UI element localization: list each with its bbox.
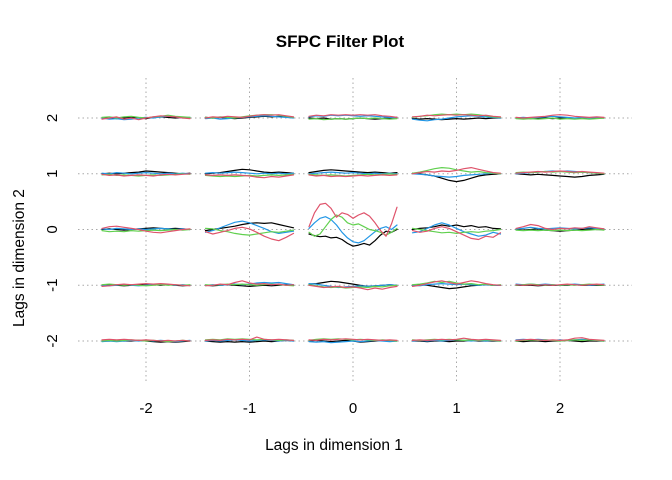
x-tick-label: 1	[452, 400, 460, 417]
cell-lag1-2-lag2-0	[515, 223, 605, 232]
cell-lag1--2-lag2-2	[101, 114, 191, 121]
grid-lines	[78, 78, 632, 383]
cell-lag1-1-lag2-0	[411, 222, 502, 241]
filter-line-red	[308, 114, 398, 119]
filter-line-red	[308, 284, 398, 291]
filter-line-red	[204, 336, 295, 341]
filter-line-red	[515, 114, 605, 119]
cell-lag1-1-lag2-1	[411, 167, 502, 183]
cell-lag1-0-lag2-0	[308, 202, 398, 247]
filter-line-blue	[204, 171, 295, 175]
filter-line-blue	[204, 339, 295, 342]
x-tick-label: -1	[243, 400, 256, 417]
filter-line-red	[308, 338, 398, 341]
filter-line-blue	[204, 220, 295, 234]
filter-line-black	[101, 227, 191, 231]
x-tick-label: -2	[139, 400, 152, 417]
filter-line-red	[515, 223, 605, 231]
y-axis-label: Lags in dimension 2	[11, 189, 28, 327]
cell-lag1--1-lag2--2	[204, 336, 295, 343]
cell-lag1-0-lag2-1	[308, 169, 398, 178]
cell-lag1-1-lag2--1	[411, 280, 502, 290]
cell-lag1--1-lag2--1	[204, 280, 295, 287]
cell-lag1--2-lag2--1	[101, 283, 191, 287]
y-tick-label: 2	[44, 114, 61, 122]
filter-line-green	[515, 228, 605, 232]
filter-line-red	[204, 226, 295, 242]
cell-lag1-2-lag2--2	[515, 337, 605, 343]
filter-line-red	[204, 114, 295, 119]
filter-line-red	[204, 280, 295, 287]
x-tick-label: 0	[349, 400, 357, 417]
y-tick-label: -2	[44, 334, 61, 347]
filter-line-red	[411, 337, 502, 341]
filter-line-blue	[411, 172, 502, 178]
filter-line-black	[515, 228, 605, 232]
cell-lag1-2-lag2-1	[515, 170, 605, 178]
filter-line-red	[308, 202, 398, 237]
filter-line-red	[308, 174, 398, 178]
filter-line-red	[411, 114, 502, 118]
plot-title: SFPC Filter Plot	[276, 32, 405, 51]
y-tick-label: 1	[44, 170, 61, 178]
cell-lag1--2-lag2-1	[101, 170, 191, 177]
filter-line-red	[101, 283, 191, 287]
filter-line-red	[101, 225, 191, 234]
filter-line-red	[101, 115, 191, 121]
cell-lag1-2-lag2--1	[515, 283, 605, 287]
filter-line-red	[204, 174, 295, 179]
cell-lag1--1-lag2-0	[204, 220, 295, 242]
filter-line-red	[101, 173, 191, 177]
cell-lag1-1-lag2--2	[411, 337, 502, 343]
filter-line-red	[515, 337, 605, 341]
y-axis-ticks: 2 1 0 -1 -2	[44, 114, 61, 348]
x-axis-label: Lags in dimension 1	[265, 437, 403, 454]
x-tick-label: 2	[556, 400, 564, 417]
cell-lag1-0-lag2-2	[308, 114, 398, 121]
cell-lag1-1-lag2-2	[411, 113, 502, 122]
cell-lag1-0-lag2--1	[308, 280, 398, 291]
cell-lag1--2-lag2--2	[101, 338, 191, 343]
cell-lag1--1-lag2-1	[204, 168, 295, 179]
filter-line-green	[515, 117, 605, 120]
cell-lag1--2-lag2-0	[101, 225, 191, 234]
filter-line-black	[411, 117, 502, 121]
filter-line-blue	[308, 339, 398, 344]
filter-line-green	[308, 117, 398, 121]
filter-line-red	[411, 167, 502, 175]
filter-line-green	[204, 227, 295, 236]
y-tick-label: 0	[44, 225, 61, 233]
filter-line-red	[515, 283, 605, 286]
filter-line-red	[101, 338, 191, 342]
filter-line-black	[515, 173, 605, 178]
cell-lag1-2-lag2-2	[515, 114, 605, 120]
filter-line-red	[411, 226, 502, 241]
filter-line-blue	[308, 216, 398, 244]
cell-lag1--1-lag2-2	[204, 114, 295, 120]
y-tick-label: -1	[44, 279, 61, 292]
filter-line-blue	[411, 115, 502, 122]
x-axis-ticks: -2 -1 0 1 2	[139, 400, 564, 417]
filter-line-black	[308, 169, 398, 174]
cell-lag1-0-lag2--2	[308, 338, 398, 344]
filter-line-blue	[411, 222, 502, 237]
filter-line-red	[411, 280, 502, 287]
filter-cells	[101, 113, 605, 344]
filter-line-red	[515, 170, 605, 174]
